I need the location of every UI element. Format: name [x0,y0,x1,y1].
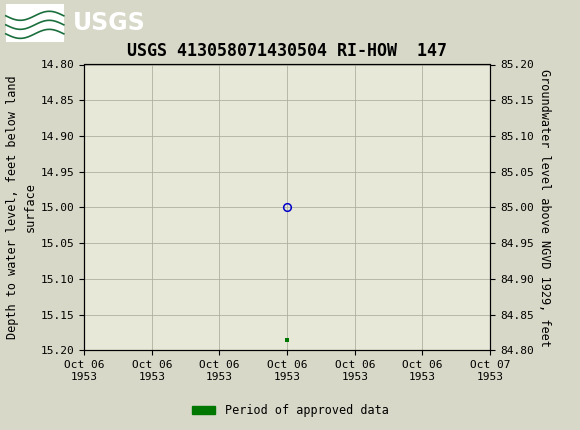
Y-axis label: Depth to water level, feet below land
surface: Depth to water level, feet below land su… [6,76,37,339]
FancyBboxPatch shape [6,3,64,42]
Title: USGS 413058071430504 RI-HOW  147: USGS 413058071430504 RI-HOW 147 [127,42,447,60]
Text: USGS: USGS [72,11,145,34]
Legend: Period of approved data: Period of approved data [187,399,393,422]
Y-axis label: Groundwater level above NGVD 1929, feet: Groundwater level above NGVD 1929, feet [538,68,551,347]
